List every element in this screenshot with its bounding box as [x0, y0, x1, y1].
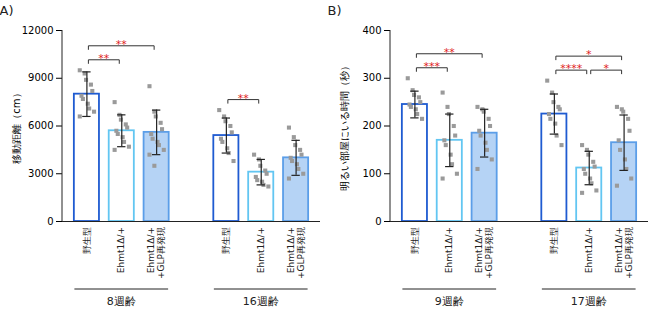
- svg-text:野生型: 野生型: [549, 227, 559, 254]
- svg-text:**: **: [98, 52, 110, 65]
- svg-text:***: ***: [424, 60, 441, 73]
- svg-text:*: *: [586, 48, 592, 61]
- svg-text:16週齢: 16週齢: [243, 295, 279, 308]
- svg-text:0: 0: [375, 216, 381, 227]
- svg-text:Ehmt1Δ/+: Ehmt1Δ/+: [256, 227, 266, 273]
- svg-text:Ehmt1Δ/++GLP再発現: Ehmt1Δ/++GLP再発現: [146, 227, 166, 279]
- svg-text:9000: 9000: [28, 72, 53, 83]
- svg-text:17週齢: 17週齢: [571, 295, 607, 308]
- svg-text:野生型: 野生型: [82, 227, 92, 254]
- svg-text:Ehmt1Δ/+: Ehmt1Δ/+: [116, 227, 126, 273]
- svg-text:3000: 3000: [28, 168, 53, 179]
- svg-text:300: 300: [362, 72, 381, 83]
- svg-text:Ehmt1Δ/++GLP再発現: Ehmt1Δ/++GLP再発現: [474, 227, 494, 279]
- svg-text:Ehmt1Δ/++GLP再発現: Ehmt1Δ/++GLP再発現: [286, 227, 306, 279]
- svg-text:Ehmt1Δ/+: Ehmt1Δ/+: [584, 227, 594, 273]
- svg-text:**: **: [238, 92, 250, 105]
- svg-text:(B): (B): [328, 3, 342, 18]
- svg-text:**: **: [444, 46, 456, 59]
- svg-text:9週齢: 9週齢: [435, 295, 464, 308]
- svg-text:*: *: [603, 62, 609, 75]
- svg-text:****: ****: [560, 62, 583, 75]
- svg-text:8週齢: 8週齢: [107, 295, 136, 308]
- svg-text:明るい部屋にいる時間（秒）: 明るい部屋にいる時間（秒）: [339, 61, 350, 191]
- svg-text:100: 100: [362, 168, 381, 179]
- svg-text:12000: 12000: [22, 25, 54, 36]
- svg-text:Ehmt1Δ/++GLP再発現: Ehmt1Δ/++GLP再発現: [614, 227, 634, 279]
- svg-text:野生型: 野生型: [221, 227, 231, 254]
- svg-text:0: 0: [47, 216, 53, 227]
- svg-text:Ehmt1Δ/+: Ehmt1Δ/+: [444, 227, 454, 273]
- svg-text:野生型: 野生型: [410, 227, 420, 254]
- svg-text:(A): (A): [0, 3, 14, 18]
- svg-text:移動距離（cm）: 移動距離（cm）: [11, 88, 22, 163]
- svg-text:200: 200: [362, 120, 381, 131]
- svg-text:6000: 6000: [28, 120, 53, 131]
- svg-text:**: **: [116, 38, 128, 51]
- svg-text:400: 400: [362, 25, 381, 36]
